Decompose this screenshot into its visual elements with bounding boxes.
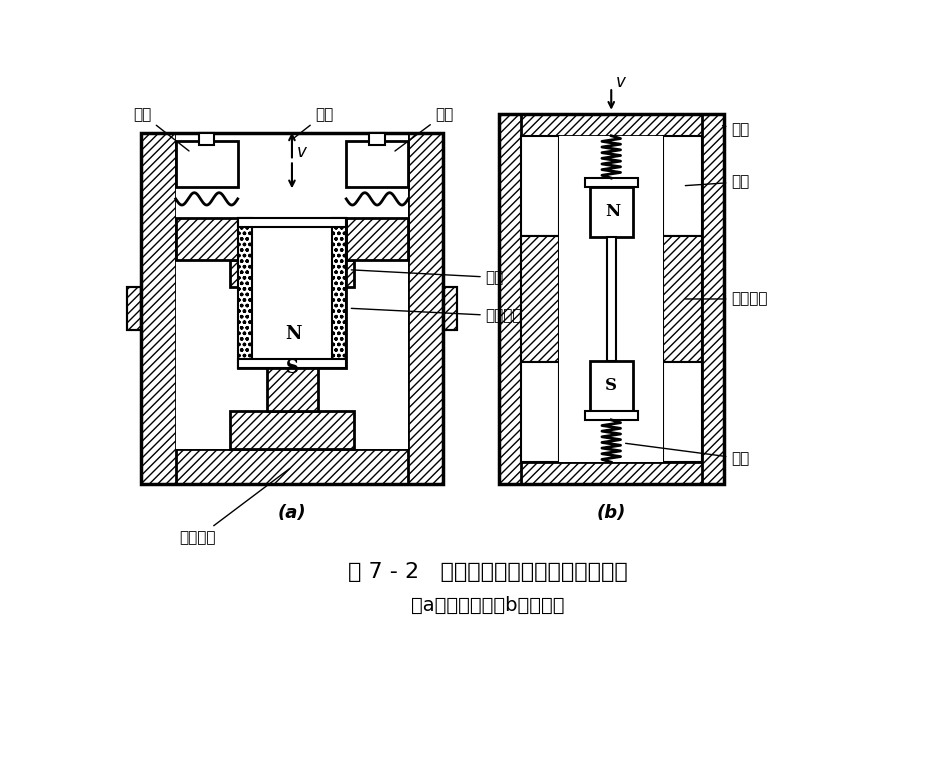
Bar (498, 462, 723, 483)
Text: 永久磁铁: 永久磁铁 (179, 468, 289, 545)
Text: 图 7 - 2   恒磁通式磁电传感器结构原理图: 图 7 - 2 恒磁通式磁电传感器结构原理图 (347, 562, 627, 582)
Bar (237, 218, 346, 368)
Text: $v$: $v$ (614, 73, 626, 91)
Text: （a）动圈式；（b）动铁式: （a）动圈式；（b）动铁式 (411, 596, 565, 615)
Bar (229, 411, 353, 449)
Bar (346, 141, 407, 187)
Text: 极掌: 极掌 (294, 107, 333, 138)
Bar (585, 411, 638, 420)
Text: 线圈: 线圈 (684, 175, 749, 190)
Text: 磁轭: 磁轭 (351, 270, 504, 285)
Bar (498, 114, 723, 483)
Text: 弹簧: 弹簧 (625, 443, 749, 466)
Bar (229, 260, 353, 288)
Text: 补偿线圈: 补偿线圈 (351, 308, 522, 323)
Bar (175, 218, 237, 260)
Bar (141, 449, 443, 483)
Bar (663, 362, 702, 462)
Bar (237, 218, 346, 228)
Text: $v$: $v$ (295, 143, 307, 161)
Text: (b): (b) (596, 505, 625, 522)
Text: 壳体: 壳体 (722, 122, 749, 137)
Bar (606, 238, 615, 361)
Bar (443, 288, 457, 329)
Bar (267, 288, 317, 411)
Bar (520, 362, 559, 462)
Bar (498, 114, 520, 483)
Text: S: S (286, 359, 298, 377)
Bar (585, 178, 638, 187)
Bar (127, 288, 141, 329)
Text: 线圈: 线圈 (394, 107, 453, 151)
Text: (a): (a) (277, 505, 306, 522)
Bar (237, 218, 251, 368)
Bar (520, 136, 559, 236)
Bar (141, 134, 175, 483)
Bar (332, 218, 346, 368)
Bar (141, 134, 443, 483)
Bar (127, 288, 141, 329)
Bar (589, 361, 632, 411)
Bar (520, 236, 559, 362)
Bar (520, 136, 702, 462)
Text: S: S (605, 376, 616, 394)
Bar (589, 187, 632, 238)
Bar (559, 136, 663, 462)
Bar (498, 114, 723, 136)
Bar (237, 359, 346, 368)
Bar (663, 236, 702, 362)
Bar (175, 134, 407, 449)
Bar (346, 218, 407, 260)
Bar (702, 114, 723, 483)
Text: N: N (286, 325, 302, 342)
Bar (369, 134, 385, 145)
Text: 弹簧: 弹簧 (133, 107, 188, 151)
Bar (443, 288, 457, 329)
Bar (663, 136, 702, 236)
Text: 永久磁铁: 永久磁铁 (684, 291, 767, 307)
Bar (175, 141, 237, 187)
Bar (199, 134, 214, 145)
Bar (407, 134, 443, 483)
Text: N: N (605, 203, 620, 220)
